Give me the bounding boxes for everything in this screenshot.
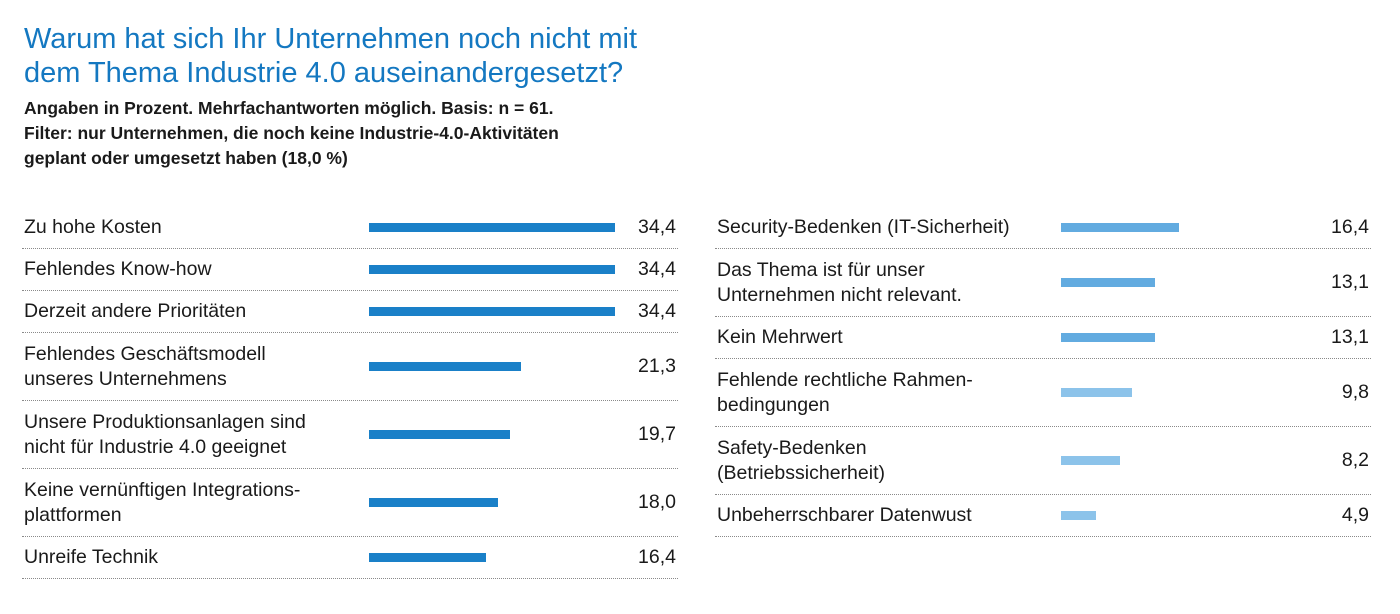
bar-row: Keine vernünftigen Integrations- plattfo… [22,469,678,537]
bar-row: Fehlendes Geschäftsmodell unseres Untern… [22,333,678,401]
bar-row: Unsere Produktionsanlagen sind nicht für… [22,401,678,469]
bar [369,265,615,274]
bar [369,307,615,316]
category-label: Fehlende rechtliche Rahmen- bedingungen [717,368,973,416]
subtitle-line-1: Angaben in Prozent. Mehrfachantworten mö… [24,98,554,118]
category-label: Das Thema ist für unser Unternehmen nich… [717,258,962,306]
value-label: 19,7 [638,423,676,445]
bar-row: Kein Mehrwert 13,1 [715,317,1371,359]
subtitle-line-3: geplant oder umgesetzt haben (18,0 %) [24,148,348,168]
bar-row: Unreife Technik 16,4 [22,537,678,579]
value-label: 34,4 [638,300,676,322]
value-label: 21,3 [638,355,676,377]
bar-row: Das Thema ist für unser Unternehmen nich… [715,249,1371,317]
bar [1061,333,1156,342]
category-label: Kein Mehrwert [717,326,843,348]
bar-row: Fehlendes Know-how 34,4 [22,249,678,291]
bar [369,498,498,507]
value-label: 34,4 [638,258,676,280]
category-label: Unbeherrschbarer Datenwust [717,504,972,526]
value-label: 8,2 [1341,449,1369,471]
category-label: Fehlendes Geschäftsmodell unseres Untern… [24,342,266,390]
subtitle-line-2: Filter: nur Unternehmen, die noch keine … [24,123,559,143]
bar-list-left: Zu hohe Kosten 34,4 Fehlendes Know-how 34,4… [22,207,678,579]
category-label: Safety-Bedenken (Betriebssicherheit) [717,436,885,484]
chart-title: Warum hat sich Ihr Unternehmen noch nich… [24,22,724,90]
value-label: 16,4 [638,546,676,568]
bar [1061,278,1156,287]
category-label: Keine vernünftigen Integrations- plattfo… [24,478,301,526]
bar [1061,388,1132,397]
bar-row: Security-Bedenken (IT-Sicherheit) 16,4 [715,207,1371,249]
value-label: 13,1 [1331,326,1369,348]
bar-row: Fehlende rechtliche Rahmen- bedingungen 9… [715,359,1371,427]
bar-list-right: Security-Bedenken (IT-Sicherheit) 16,4 Das… [715,207,1371,537]
category-label: Fehlendes Know-how [24,258,212,280]
bar [1061,511,1097,520]
bar [369,362,522,371]
value-label: 18,0 [638,491,676,513]
bar-row: Derzeit andere Prioritäten 34,4 [22,291,678,333]
bar [1061,456,1120,465]
category-label: Unsere Produktionsanlagen sind nicht für… [24,410,306,458]
category-label: Unreife Technik [24,546,159,568]
value-label: 13,1 [1331,271,1369,293]
value-label: 4,9 [1341,504,1369,526]
bar [1061,223,1179,232]
category-label: Derzeit andere Prioritäten [24,300,247,322]
chart-subtitle: Angaben in Prozent. Mehrfachantworten mö… [24,96,724,171]
bar [369,553,487,562]
title-line-1: Warum hat sich Ihr Unternehmen noch nich… [24,23,638,55]
value-label: 16,4 [1331,216,1369,238]
category-label: Zu hohe Kosten [24,216,162,238]
category-label: Security-Bedenken (IT-Sicherheit) [717,216,1010,238]
bar-row: Safety-Bedenken (Betriebssicherheit) 8,2 [715,427,1371,495]
bar [369,223,615,232]
bar-row: Zu hohe Kosten 34,4 [22,207,678,249]
bar [369,430,510,439]
bar-row: Unbeherrschbarer Datenwust 4,9 [715,495,1371,537]
value-label: 9,8 [1341,381,1369,403]
value-label: 34,4 [638,216,676,238]
title-line-2: dem Thema Industrie 4.0 auseinandergeset… [24,57,624,89]
